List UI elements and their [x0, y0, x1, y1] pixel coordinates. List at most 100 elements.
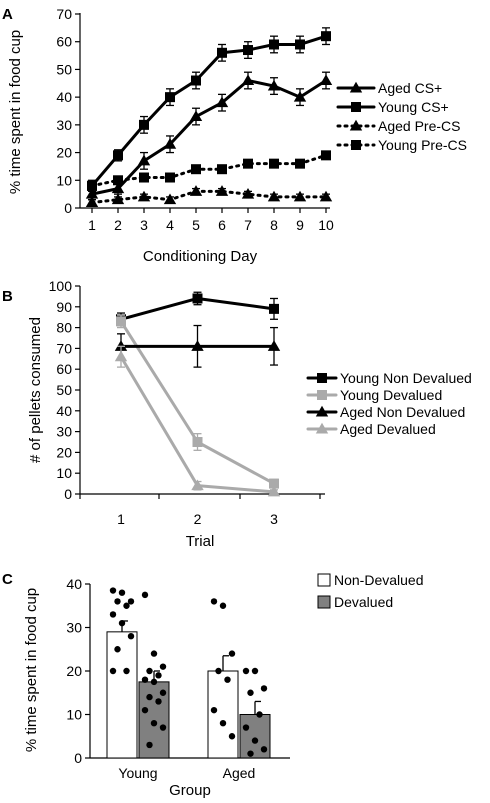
legend-swatch	[317, 573, 331, 587]
data-point	[165, 172, 175, 183]
data-point	[267, 340, 281, 351]
x-axis-title: Conditioning Day	[143, 248, 258, 265]
data-point	[159, 689, 167, 696]
y-tick-label: 20	[56, 444, 72, 460]
data-point	[251, 737, 259, 744]
legend-label: Aged Devalued	[340, 421, 436, 437]
data-point	[224, 676, 231, 683]
data-point	[192, 293, 203, 304]
legend-label: Aged Non Devalued	[340, 404, 465, 420]
y-tick-label: 20	[66, 663, 82, 679]
data-point	[295, 158, 305, 169]
data-point	[228, 650, 236, 657]
y-tick-label: 80	[56, 320, 72, 336]
panel-b: B 0 10 20 30 40 50 60 70 80 90 100 1 2 3 Young Non D…	[2, 278, 472, 550]
data-point	[114, 646, 121, 653]
y-tick-label: 40	[66, 576, 82, 592]
data-point	[228, 733, 236, 740]
data-point	[123, 602, 130, 609]
data-point	[210, 598, 218, 605]
legend-item: Young Pre-CS	[336, 137, 467, 153]
legend-marker	[349, 81, 363, 93]
series-young-devalued	[116, 314, 279, 489]
data-point	[219, 602, 227, 609]
data-point	[141, 591, 149, 599]
y-tick-label: 100	[49, 278, 73, 294]
y-tick-label: 40	[56, 89, 72, 105]
y-tick-label: 50	[56, 382, 72, 398]
bars-group: Young Aged	[106, 587, 271, 781]
panel-c: C 0 10 20 30 40 Young Aged Non-Devalued Devalu…	[2, 571, 424, 799]
x-tick-label: 7	[244, 217, 252, 233]
data-point	[109, 667, 117, 675]
data-point	[114, 340, 128, 351]
legend-item: Devalued	[317, 594, 393, 610]
data-point	[137, 154, 151, 166]
data-point	[139, 119, 149, 130]
group-young: Young	[106, 587, 170, 781]
data-point	[241, 74, 255, 86]
series-aged-devalued	[114, 345, 281, 497]
data-point	[269, 478, 279, 489]
data-point	[189, 185, 203, 196]
y-ticks: 0 10 20 30 40	[66, 576, 90, 766]
bar	[106, 631, 138, 759]
data-point	[293, 90, 307, 102]
legend-label: Young Devalued	[340, 387, 442, 403]
legend-item: Young Devalued	[306, 387, 442, 403]
y-tick-label: 70	[56, 340, 72, 356]
data-point	[85, 187, 99, 199]
legend-marker	[349, 119, 363, 131]
y-ticks: 0 10 20 30 40 50 60 70 80 90 100	[49, 278, 80, 502]
data-point	[127, 633, 135, 640]
data-point	[319, 74, 333, 86]
legend-item: Young Non Devalued	[306, 370, 472, 386]
data-point	[163, 138, 177, 149]
data-point	[165, 92, 175, 103]
series-line	[90, 189, 328, 204]
x-tick-label: 9	[296, 217, 304, 233]
data-point	[267, 190, 281, 202]
data-point	[267, 485, 281, 497]
data-point	[242, 724, 250, 731]
data-point	[163, 193, 177, 205]
x-tick-label: 2	[194, 511, 202, 527]
data-point	[243, 158, 253, 169]
legend-label: Aged Pre-CS	[378, 118, 460, 134]
series-aged-pre-cs	[85, 185, 333, 207]
data-point	[217, 47, 227, 58]
x-tick-label: 1	[88, 217, 96, 233]
y-tick-label: 0	[64, 486, 72, 502]
data-point	[155, 672, 162, 679]
data-point	[139, 172, 149, 183]
data-point	[85, 196, 99, 207]
series-line	[90, 79, 328, 196]
data-point	[109, 611, 117, 618]
data-point	[159, 724, 167, 731]
data-point	[269, 158, 279, 169]
data-point	[319, 190, 333, 202]
x-tick-label: 3	[140, 217, 148, 233]
x-tick-label: Young	[118, 765, 157, 781]
series-young-pre-cs	[87, 150, 331, 191]
data-point	[141, 706, 149, 714]
data-point	[215, 667, 222, 675]
y-tick-label: 40	[56, 403, 72, 419]
x-ticks: 1 2 3	[79, 494, 321, 527]
legend-item: Aged Pre-CS	[336, 118, 460, 134]
data-point	[137, 190, 151, 202]
data-point	[150, 678, 158, 686]
y-tick-label: 50	[56, 61, 72, 77]
legend-marker	[317, 390, 327, 400]
legend-label: Aged CS+	[378, 80, 442, 96]
x-axis-title: Group	[169, 782, 211, 799]
y-tick-label: 30	[66, 620, 82, 636]
legend-label: Young CS+	[378, 99, 449, 115]
data-point	[293, 190, 307, 202]
data-point	[123, 667, 130, 675]
data-point	[219, 720, 227, 727]
data-point	[251, 667, 259, 675]
legend: Non-Devalued Devalued	[317, 572, 424, 610]
data-point	[116, 316, 126, 327]
